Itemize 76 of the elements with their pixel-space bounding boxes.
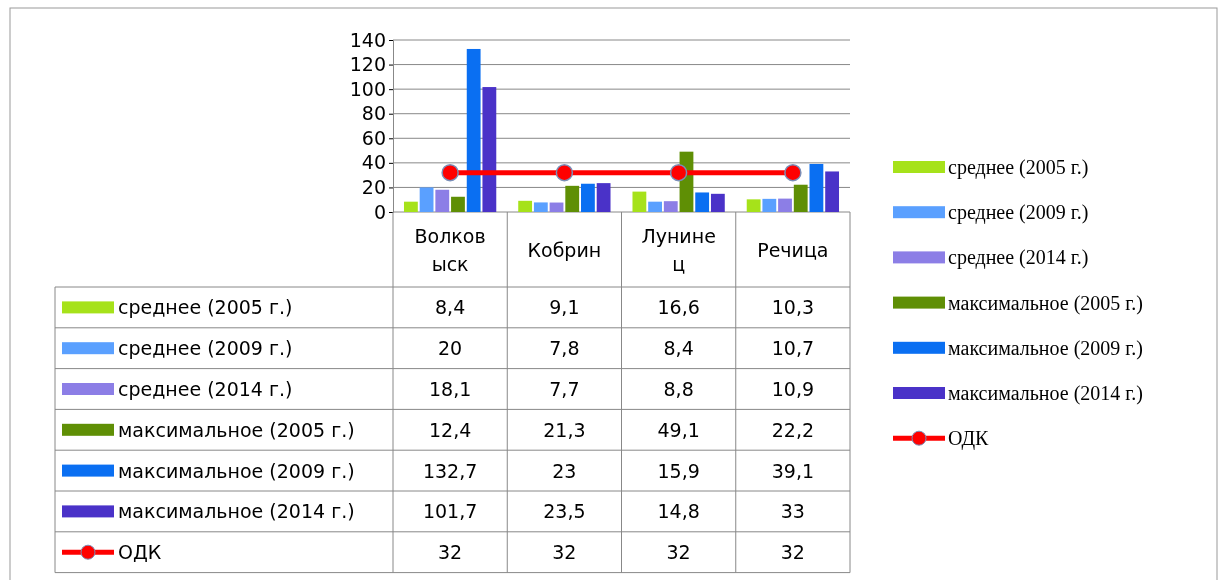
data-label: 8,8 <box>663 378 694 400</box>
text: среднее (2014 г.) <box>118 378 293 400</box>
legend-label: максимальное (2014 г.) <box>948 382 1143 405</box>
legend-label: максимальное (2009 г.) <box>948 336 1143 360</box>
data-label: 18,1 <box>428 378 472 400</box>
data-label: 39,1 <box>771 459 815 482</box>
y-tick-label: 20 <box>361 176 386 199</box>
data-label: 7,7 <box>549 378 580 400</box>
legend-label: среднее (2014 г.) <box>948 246 1089 270</box>
legend-label: ОДК <box>948 427 990 451</box>
data-label: 10,9 <box>771 378 815 400</box>
legend-label: среднее (2005 г.) <box>118 296 293 319</box>
data-label: 23,5 <box>543 500 586 523</box>
data-label: 49,1 <box>657 418 700 441</box>
legend-label: максимальное (2005 г.) <box>948 291 1143 315</box>
data-label: 8,4 <box>663 337 694 360</box>
text: максимальное (2005 г.) <box>118 418 355 441</box>
data-label: 132,7 <box>422 459 478 482</box>
bar <box>451 196 465 212</box>
bar <box>466 48 481 212</box>
data-label: 16,6 <box>657 296 700 319</box>
data-label: 15,9 <box>657 459 700 482</box>
bar <box>581 183 595 212</box>
x-tick-label: Кобрин <box>527 238 602 261</box>
data-label: 10,3 <box>771 296 815 319</box>
data-label: 23 <box>552 459 577 482</box>
data-label: 12,4 <box>428 418 472 441</box>
bar <box>793 184 808 212</box>
bar <box>435 189 450 212</box>
bar <box>762 198 777 212</box>
text: среднее (2009 г.) <box>118 337 293 360</box>
bar <box>710 193 725 212</box>
bar <box>632 191 647 212</box>
bar <box>778 198 792 212</box>
data-label: 20 <box>438 337 463 360</box>
x-tick-label: Волковыск <box>414 224 486 275</box>
data-label: 7,8 <box>549 337 580 360</box>
bar <box>663 201 678 212</box>
y-tick-label: 60 <box>361 126 386 149</box>
text: среднее (2005 г.) <box>948 156 1089 178</box>
bar <box>746 199 761 212</box>
text: максимальное (2009 г.) <box>118 459 355 482</box>
data-label: 32 <box>780 541 805 564</box>
y-tick-label: 100 <box>349 77 386 100</box>
data-label: 21,3 <box>543 418 586 441</box>
data-label: 32 <box>552 541 577 564</box>
data-label: 32 <box>666 541 691 564</box>
bar <box>565 185 580 212</box>
y-tick-label: 120 <box>349 53 386 76</box>
bar <box>419 187 434 212</box>
y-tick-label: 140 <box>349 28 386 51</box>
bar <box>695 192 710 212</box>
bar <box>482 87 497 212</box>
data-label: 10,7 <box>771 337 815 360</box>
bar <box>825 171 840 212</box>
x-tick-label: Лунинец <box>641 224 716 275</box>
text: ОДК <box>118 541 162 564</box>
data-label: 8,4 <box>435 296 466 319</box>
data-label: 33 <box>780 500 805 523</box>
legend-label: среднее (2009 г.) <box>948 201 1089 225</box>
y-tick-label: 0 <box>373 200 386 223</box>
bar <box>403 201 418 212</box>
data-label: 32 <box>438 541 463 564</box>
text: максимальное (2014 г.) <box>118 500 355 523</box>
bar <box>809 163 824 212</box>
y-tick-label: 80 <box>361 102 386 125</box>
bar <box>533 202 548 212</box>
data-label: 22,2 <box>771 418 815 441</box>
bar <box>596 183 611 212</box>
data-label: 9,1 <box>549 296 580 319</box>
data-label: 101,7 <box>422 500 478 523</box>
data-label: 14,8 <box>657 500 700 523</box>
bar <box>518 200 533 212</box>
bar <box>648 201 662 212</box>
x-tick-label: Речица <box>757 238 829 261</box>
y-tick-label: 40 <box>361 151 386 174</box>
